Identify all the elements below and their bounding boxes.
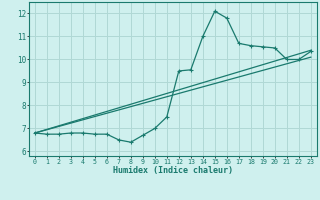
X-axis label: Humidex (Indice chaleur): Humidex (Indice chaleur) [113, 166, 233, 175]
